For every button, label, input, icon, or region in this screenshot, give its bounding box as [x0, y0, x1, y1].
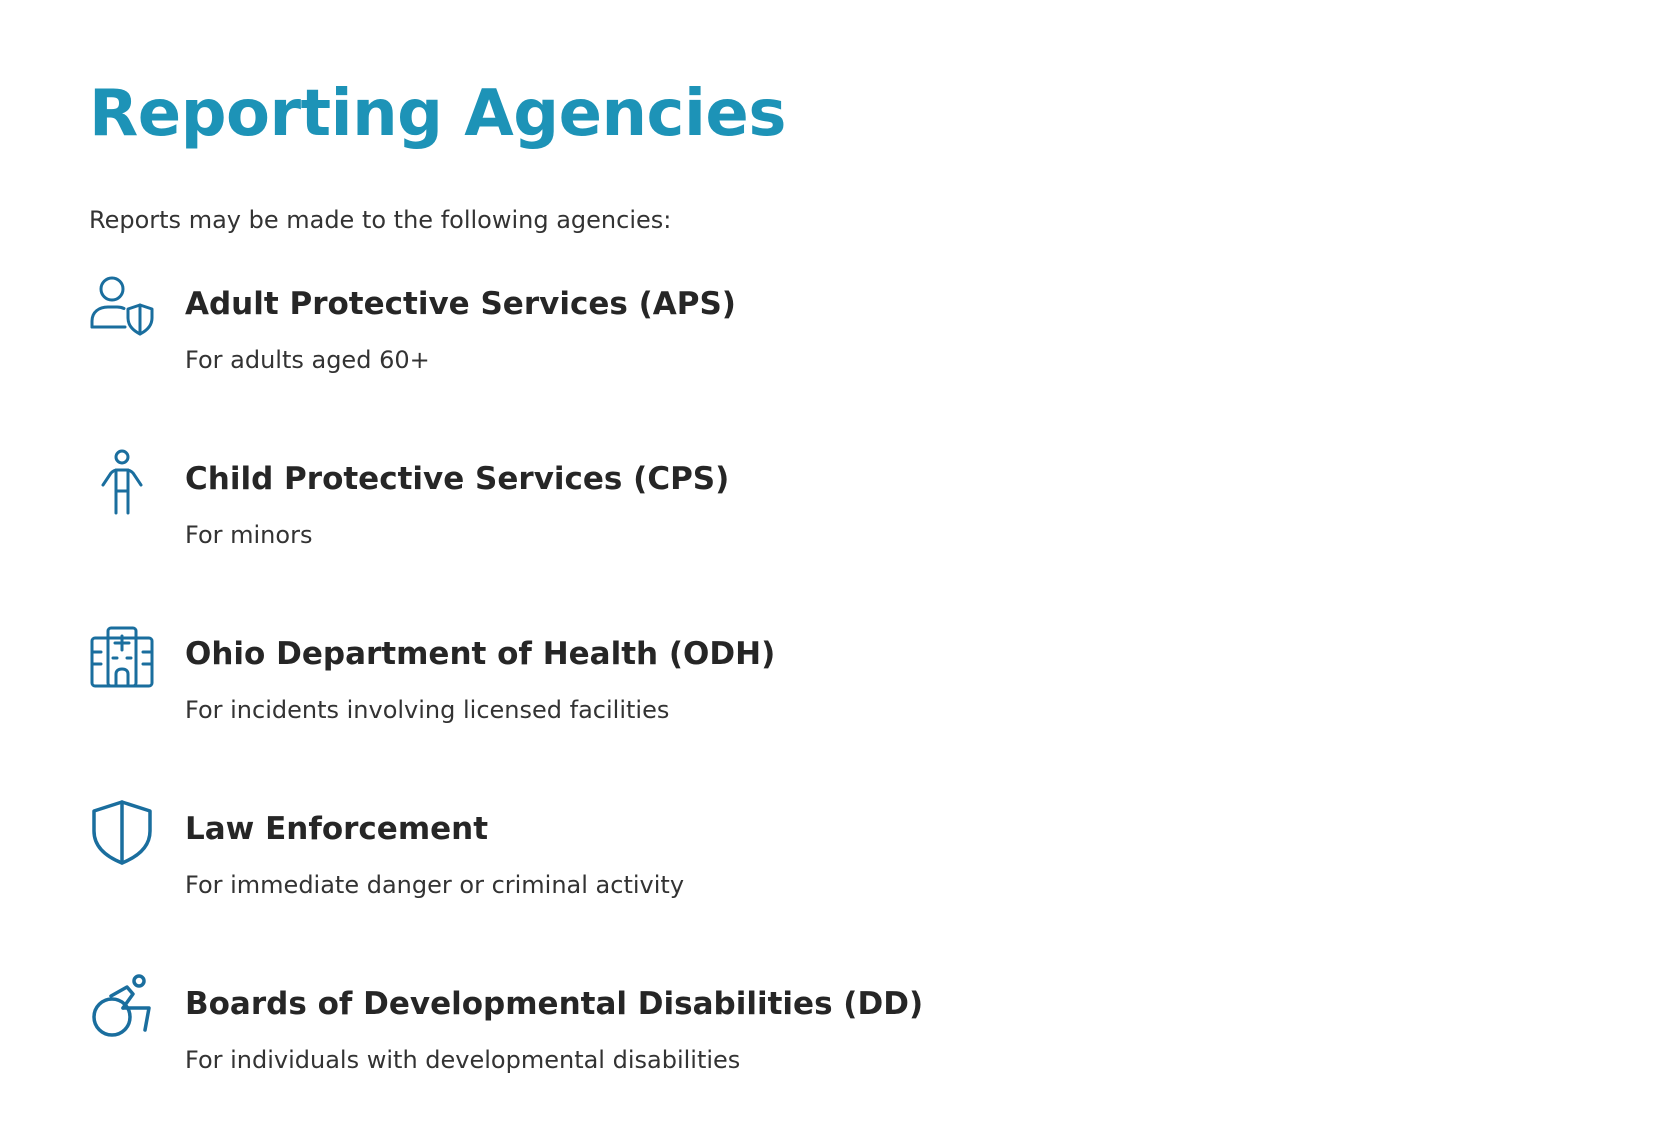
agency-description: For minors: [185, 521, 313, 549]
agency-description: For adults aged 60+: [185, 346, 430, 374]
agency-item-law-enforcement: Law Enforcement For immediate danger or …: [89, 795, 1489, 970]
person-shield-icon: [89, 274, 155, 340]
agency-name: Ohio Department of Health (ODH): [185, 636, 776, 672]
agency-item-odh: Ohio Department of Health (ODH) For inci…: [89, 620, 1489, 795]
agency-item-dd: Boards of Developmental Disabilities (DD…: [89, 970, 1489, 1145]
agency-name: Adult Protective Services (APS): [185, 286, 736, 322]
agency-item-cps: Child Protective Services (CPS) For mino…: [89, 445, 1489, 620]
agency-name: Child Protective Services (CPS): [185, 461, 730, 497]
agency-description: For immediate danger or criminal activit…: [185, 871, 685, 899]
hospital-icon: [89, 624, 155, 690]
page-title: Reporting Agencies: [89, 77, 786, 151]
agency-name: Law Enforcement: [185, 811, 489, 847]
agency-description: For individuals with developmental disab…: [185, 1046, 741, 1074]
wheelchair-icon: [89, 974, 155, 1040]
agency-item-aps: Adult Protective Services (APS) For adul…: [89, 270, 1489, 445]
agency-name: Boards of Developmental Disabilities (DD…: [185, 986, 924, 1022]
intro-text: Reports may be made to the following age…: [89, 206, 672, 234]
agency-description: For incidents involving licensed facilit…: [185, 696, 670, 724]
agency-list: Adult Protective Services (APS) For adul…: [89, 270, 1489, 1145]
shield-icon: [89, 799, 155, 865]
child-icon: [89, 449, 155, 515]
